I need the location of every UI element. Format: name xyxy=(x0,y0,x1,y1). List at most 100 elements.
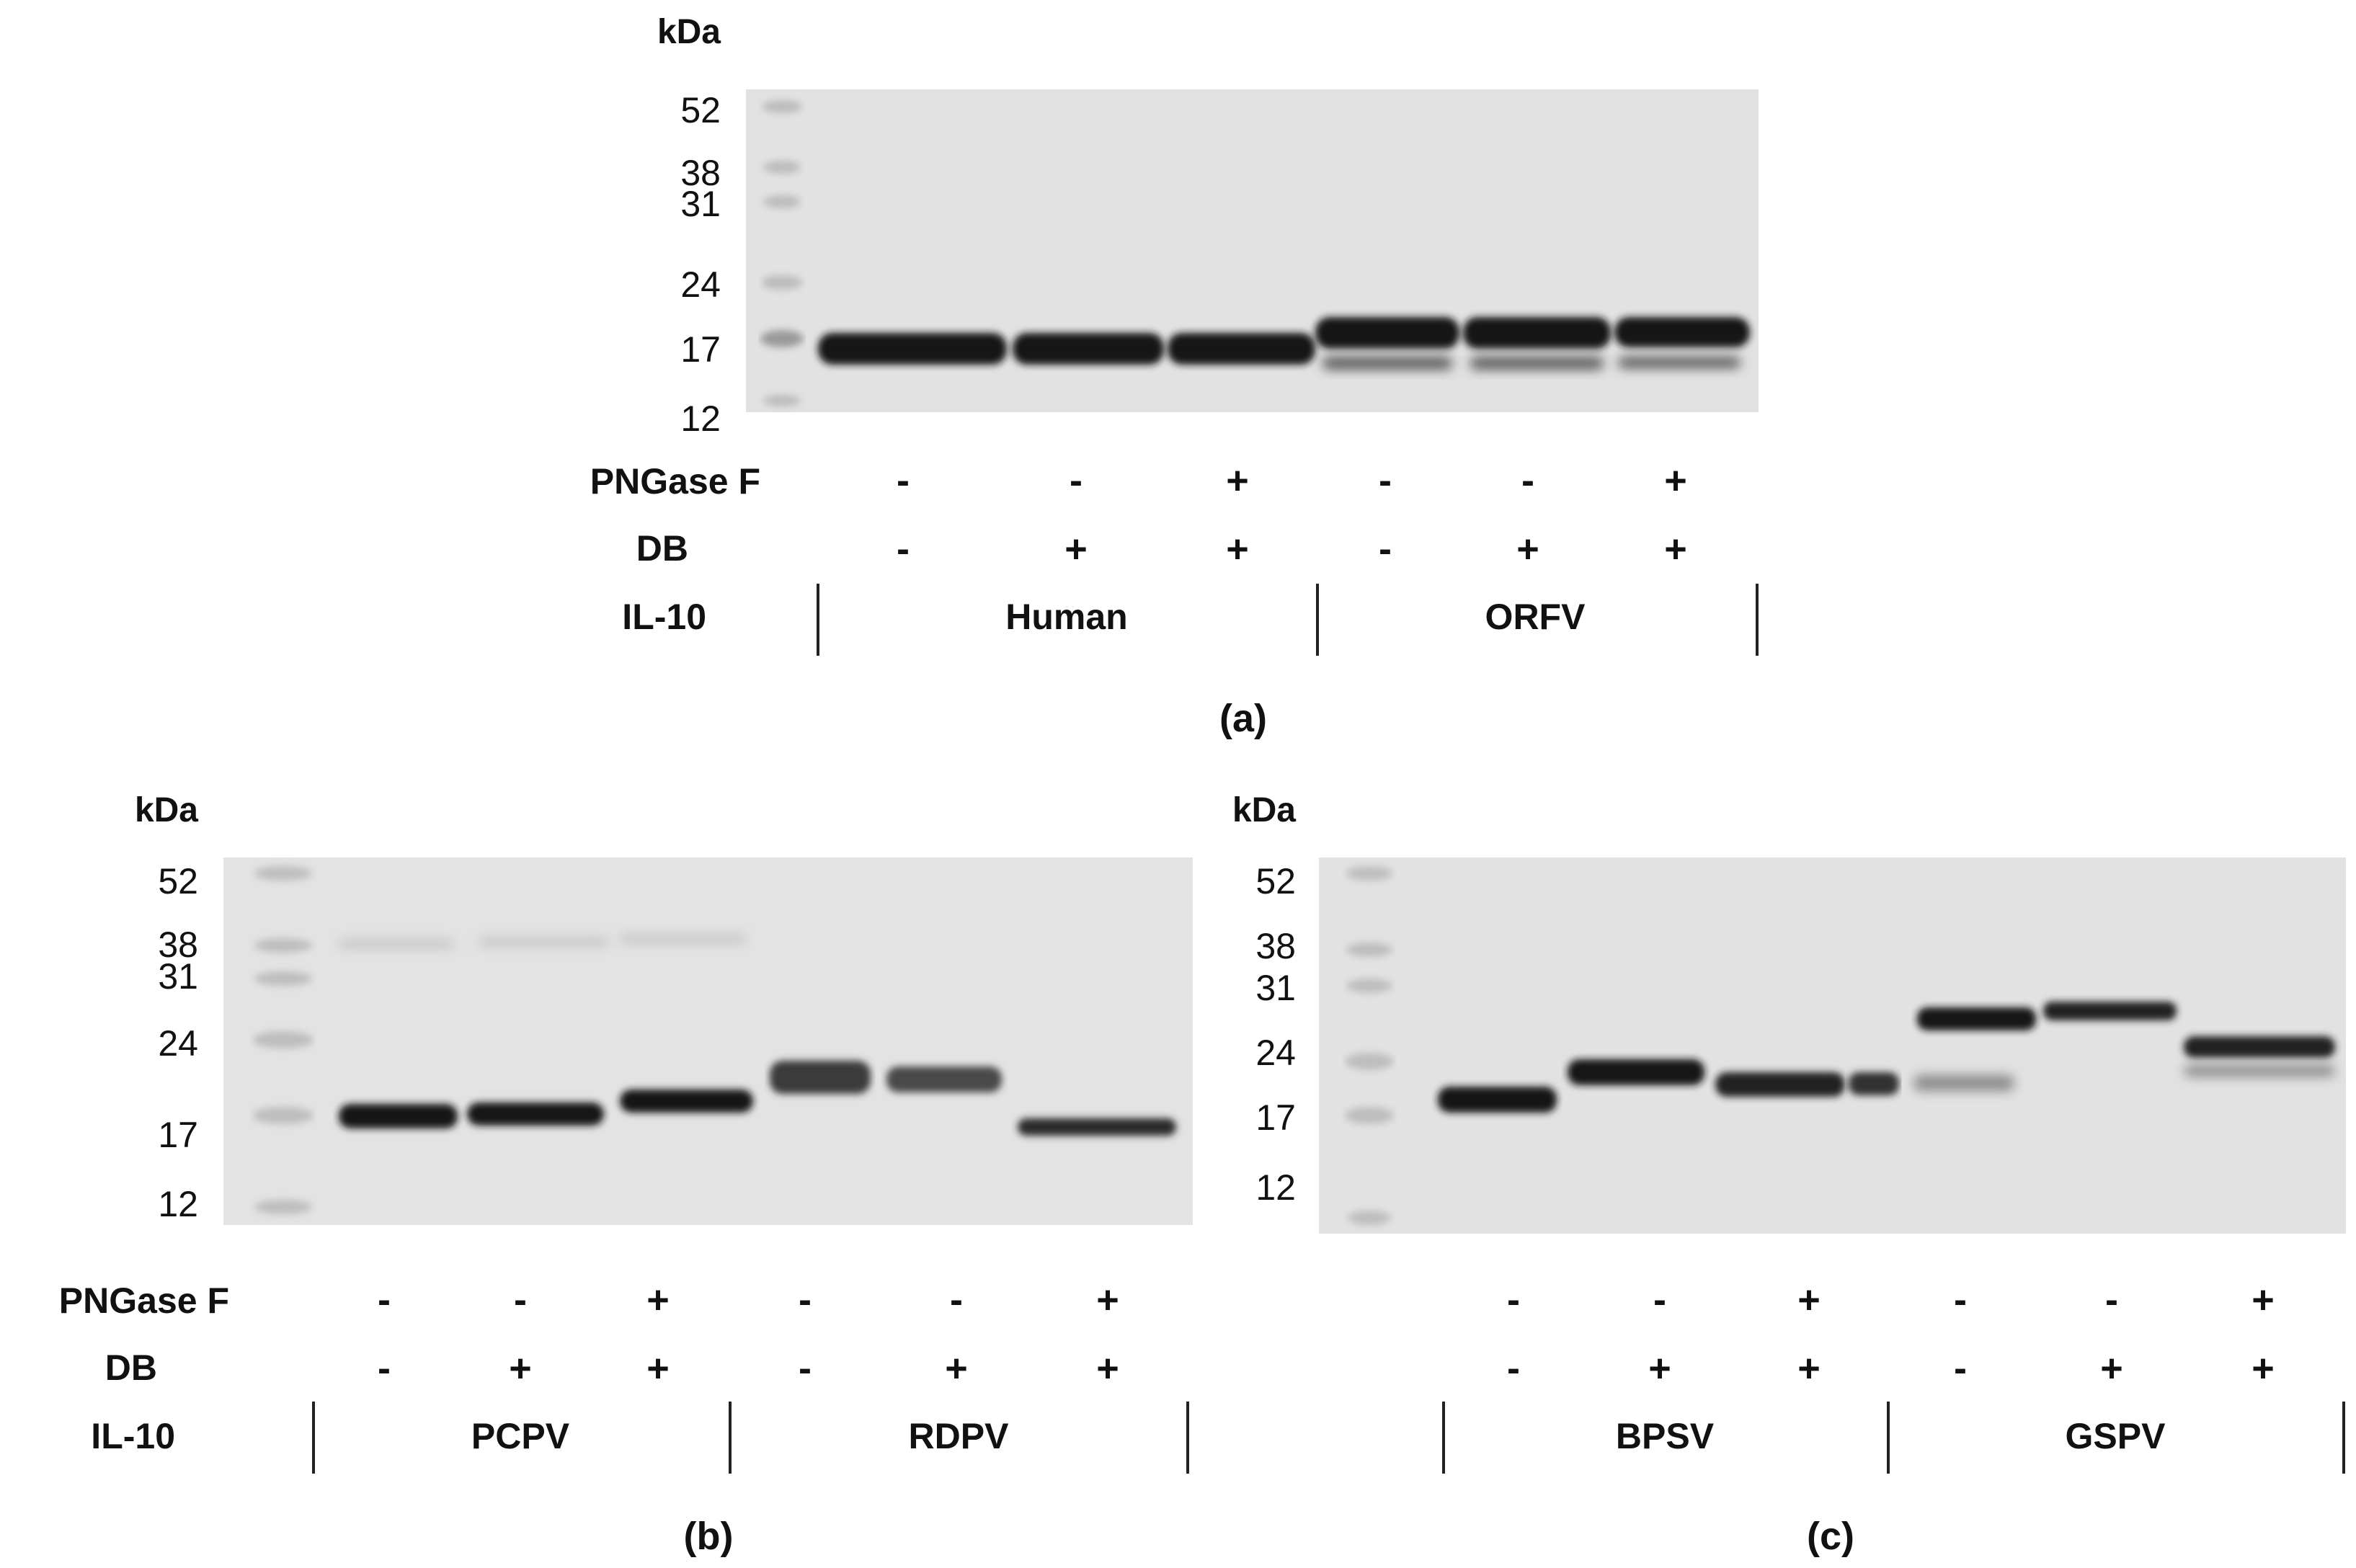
svg-text:31: 31 xyxy=(158,956,198,997)
marker-17: 17 xyxy=(680,329,721,370)
panel-a-db-values: - + + - + + xyxy=(897,527,1687,571)
svg-text:52: 52 xyxy=(158,861,198,901)
panel-a-pngase-values: - - + - - + xyxy=(897,459,1687,502)
svg-text:-: - xyxy=(1379,527,1392,571)
svg-text:-: - xyxy=(1507,1278,1520,1322)
svg-text:+: + xyxy=(1064,527,1088,571)
panel-c-group-bpsv: BPSV xyxy=(1616,1416,1715,1456)
marker-24: 24 xyxy=(680,264,721,305)
svg-text:-: - xyxy=(1507,1347,1520,1390)
panel-a-il10-label: IL-10 xyxy=(622,597,706,637)
svg-text:-: - xyxy=(799,1347,812,1390)
panel-c-faint-bands xyxy=(1913,1065,2335,1091)
panel-c-db-values: - + + - + + xyxy=(1507,1347,2275,1390)
panel-c-markers: 52 38 31 24 17 12 xyxy=(1255,861,1296,1208)
marker-52: 52 xyxy=(680,90,721,130)
svg-text:24: 24 xyxy=(158,1023,198,1064)
svg-text:+: + xyxy=(2100,1347,2123,1390)
svg-text:17: 17 xyxy=(1255,1097,1296,1138)
panel-a-caption: (a) xyxy=(1219,697,1267,740)
panel-b-dividers xyxy=(312,1402,1189,1474)
panel-b-group-pcpv: PCPV xyxy=(471,1416,570,1456)
panel-b-bands xyxy=(339,1061,1176,1136)
svg-text:-: - xyxy=(378,1278,391,1322)
svg-text:+: + xyxy=(1797,1278,1821,1322)
svg-text:-: - xyxy=(1954,1278,1967,1322)
svg-text:+: + xyxy=(509,1347,532,1390)
band-b-1 xyxy=(339,1104,458,1128)
panel-c-dividers xyxy=(1442,1402,2345,1474)
band-b-2 xyxy=(467,1102,604,1126)
svg-text:-: - xyxy=(897,527,910,571)
panel-b-faint-bands xyxy=(339,934,746,949)
svg-text:+: + xyxy=(2251,1347,2275,1390)
panel-a-dividers xyxy=(817,584,1759,656)
panel-a-pngase-label: PNGase F xyxy=(590,461,760,502)
svg-text:+: + xyxy=(1516,527,1539,571)
svg-text:-: - xyxy=(1954,1347,1967,1390)
band-c-2 xyxy=(1568,1059,1704,1085)
band-a-3 xyxy=(1168,333,1315,365)
panel-a-group-human: Human xyxy=(1005,597,1127,637)
svg-text:+: + xyxy=(1096,1347,1119,1390)
svg-text:38: 38 xyxy=(1255,926,1296,966)
band-c-4 xyxy=(1849,1072,1899,1095)
marker-31: 31 xyxy=(680,184,721,224)
panel-a-db-label: DB xyxy=(636,528,688,569)
band-a-1 xyxy=(818,333,1007,365)
band-b-5 xyxy=(886,1066,1002,1092)
svg-text:+: + xyxy=(1226,527,1249,571)
svg-text:+: + xyxy=(1797,1347,1821,1390)
panel-c-unit: kDa xyxy=(1232,791,1296,829)
panel-a-markers: 52 38 31 24 17 12 xyxy=(680,90,721,439)
svg-text:-: - xyxy=(378,1347,391,1390)
svg-text:-: - xyxy=(950,1278,963,1322)
panel-b-il10-label: IL-10 xyxy=(91,1416,175,1456)
panel-b-db-values: - + + - + + xyxy=(378,1347,1119,1390)
svg-text:+: + xyxy=(1664,459,1687,502)
svg-text:+: + xyxy=(646,1278,670,1322)
svg-text:52: 52 xyxy=(1255,861,1296,901)
panel-b-group-rdpv: RDPV xyxy=(909,1416,1010,1456)
svg-text:+: + xyxy=(1096,1278,1119,1322)
panel-b-db-label: DB xyxy=(105,1348,157,1388)
svg-text:-: - xyxy=(799,1278,812,1322)
panel-b-caption: (b) xyxy=(684,1515,734,1558)
band-a-5 xyxy=(1463,317,1611,349)
band-c-5 xyxy=(1917,1007,2036,1030)
band-c-1 xyxy=(1438,1087,1557,1113)
svg-text:24: 24 xyxy=(1255,1033,1296,1073)
panel-b-pngase-values: - - + - - + xyxy=(378,1278,1119,1322)
svg-text:+: + xyxy=(1226,459,1249,502)
panel-b-markers: 52 38 31 24 17 12 xyxy=(158,861,198,1224)
svg-text:+: + xyxy=(2251,1278,2275,1322)
svg-text:-: - xyxy=(897,459,910,502)
panel-b-membrane xyxy=(223,858,1193,1225)
band-c-6 xyxy=(2043,1002,2177,1020)
svg-text:17: 17 xyxy=(158,1115,198,1155)
panel-b-unit: kDa xyxy=(135,791,198,829)
panel-c-membrane xyxy=(1319,858,2346,1234)
svg-text:31: 31 xyxy=(1255,968,1296,1008)
svg-text:+: + xyxy=(646,1347,670,1390)
panel-c-caption: (c) xyxy=(1807,1515,1854,1558)
svg-text:+: + xyxy=(1664,527,1687,571)
band-b-3 xyxy=(620,1090,753,1113)
panel-a-ladder xyxy=(760,100,804,406)
panel-c-pngase-values: - - + - - + xyxy=(1507,1278,2275,1322)
marker-38: 38 xyxy=(680,153,721,193)
panel-a-bands xyxy=(818,317,1750,365)
svg-text:-: - xyxy=(1521,459,1534,502)
band-a-6 xyxy=(1614,317,1750,347)
marker-12: 12 xyxy=(680,398,721,439)
band-b-6 xyxy=(1018,1118,1176,1136)
svg-text:-: - xyxy=(2105,1278,2118,1322)
svg-text:-: - xyxy=(514,1278,527,1322)
panel-c: kDa 52 38 31 24 17 12 - - + - - + - + + … xyxy=(1232,791,2346,1558)
band-c-3 xyxy=(1715,1072,1845,1097)
svg-text:+: + xyxy=(1648,1347,1671,1390)
panel-c-ladder xyxy=(1345,866,1394,1225)
panel-a: kDa 52 38 31 24 17 12 PNGase F DB IL-10 … xyxy=(590,13,1759,740)
svg-text:38: 38 xyxy=(158,925,198,965)
